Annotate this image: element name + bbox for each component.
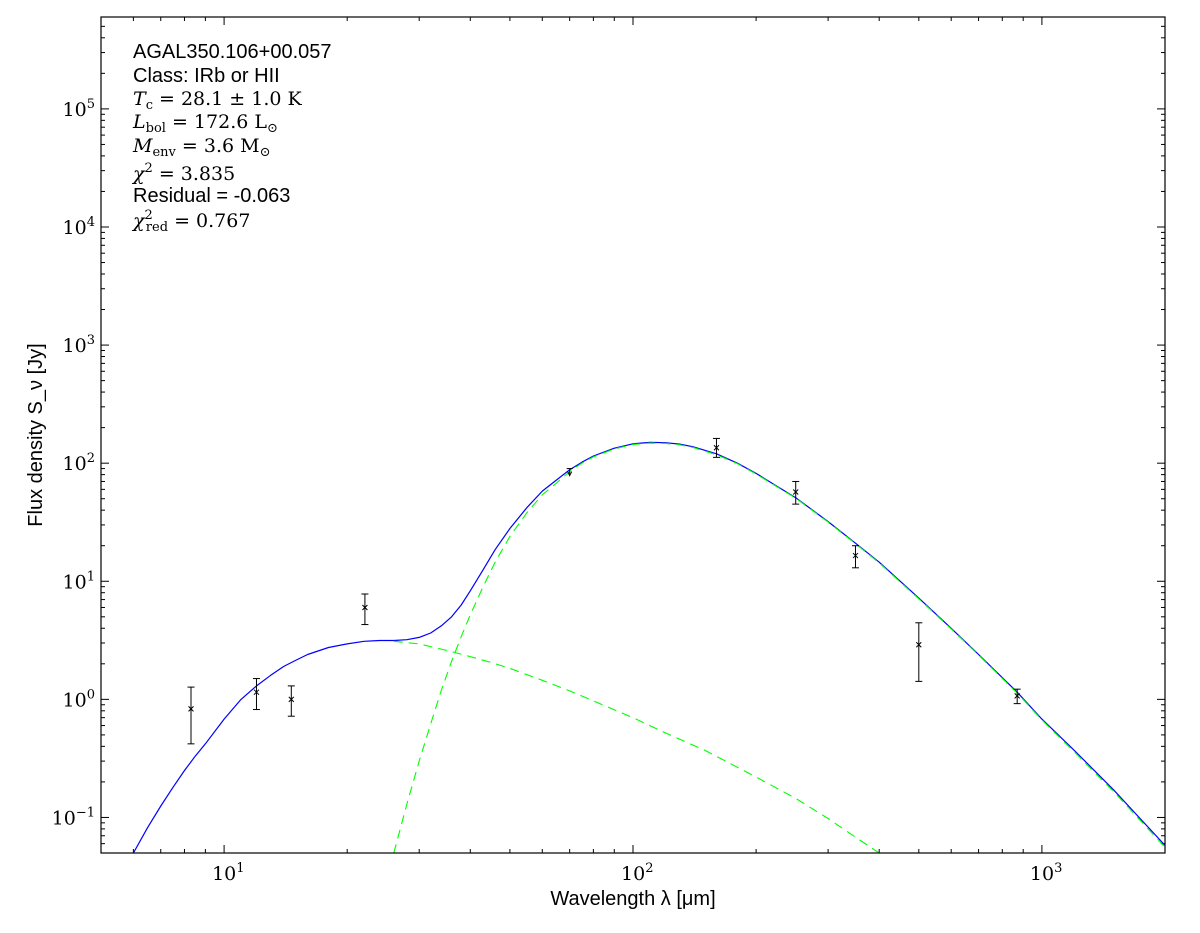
- y-axis-title: Flux density S_ν [Jy]: [25, 343, 47, 526]
- data-point: [252, 678, 260, 711]
- data-point: [361, 593, 369, 626]
- class-line: Class: IRb or HII: [133, 65, 280, 87]
- y-tick-label: 105: [63, 97, 95, 121]
- observed-points: [187, 437, 1021, 745]
- data-point: [792, 480, 800, 505]
- fit-annotations: AGAL350.106+00.057 Class: IRb or HII Tc …: [131, 41, 332, 235]
- menv-line: Menv = 3.6 M⊙: [132, 135, 271, 160]
- y-tick-label: 101: [63, 569, 95, 593]
- data-point: [712, 437, 720, 458]
- plot-frame: [100, 16, 1166, 854]
- data-point: [187, 686, 195, 745]
- lbol-line: Lbol = 172.6 L⊙: [132, 111, 278, 136]
- data-point: [287, 685, 295, 717]
- x-tick-label: 101: [212, 861, 244, 885]
- chi2-line: χ2 = 3.835: [131, 161, 235, 185]
- total-fit-curve: [132, 441, 1165, 853]
- data-point: [915, 622, 923, 682]
- tick-labels: 101 102 103 10−1 100 101 102 103 104 105: [52, 97, 1063, 885]
- x-tick-label: 103: [1030, 861, 1062, 885]
- y-tick-label: 103: [63, 333, 95, 357]
- x-axis-title: Wavelength λ [μm]: [550, 888, 715, 910]
- component-curve: [393, 640, 880, 853]
- chi2red-line: χ2 red = 0.767: [131, 208, 250, 235]
- tc-line: Tc = 28.1 ± 1.0 K: [133, 88, 303, 113]
- y-tick-label: 10−1: [52, 805, 95, 829]
- data-point: [1013, 688, 1021, 705]
- source-name: AGAL350.106+00.057: [133, 41, 332, 63]
- x-tick-label: 102: [621, 861, 653, 885]
- y-tick-label: 102: [63, 451, 95, 475]
- axis-ticks: [100, 16, 1166, 854]
- data-point: [851, 545, 859, 569]
- data-point: [566, 468, 573, 477]
- y-tick-label: 104: [63, 215, 95, 239]
- residual-line: Residual = -0.063: [133, 185, 290, 207]
- component-curve: [393, 442, 1165, 853]
- model-curves: [132, 441, 1165, 853]
- y-tick-label: 100: [63, 687, 95, 711]
